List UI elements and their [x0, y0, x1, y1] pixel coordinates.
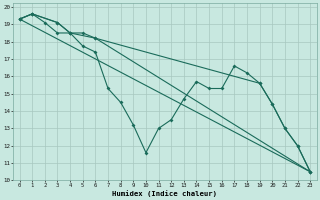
X-axis label: Humidex (Indice chaleur): Humidex (Indice chaleur) [112, 190, 217, 197]
